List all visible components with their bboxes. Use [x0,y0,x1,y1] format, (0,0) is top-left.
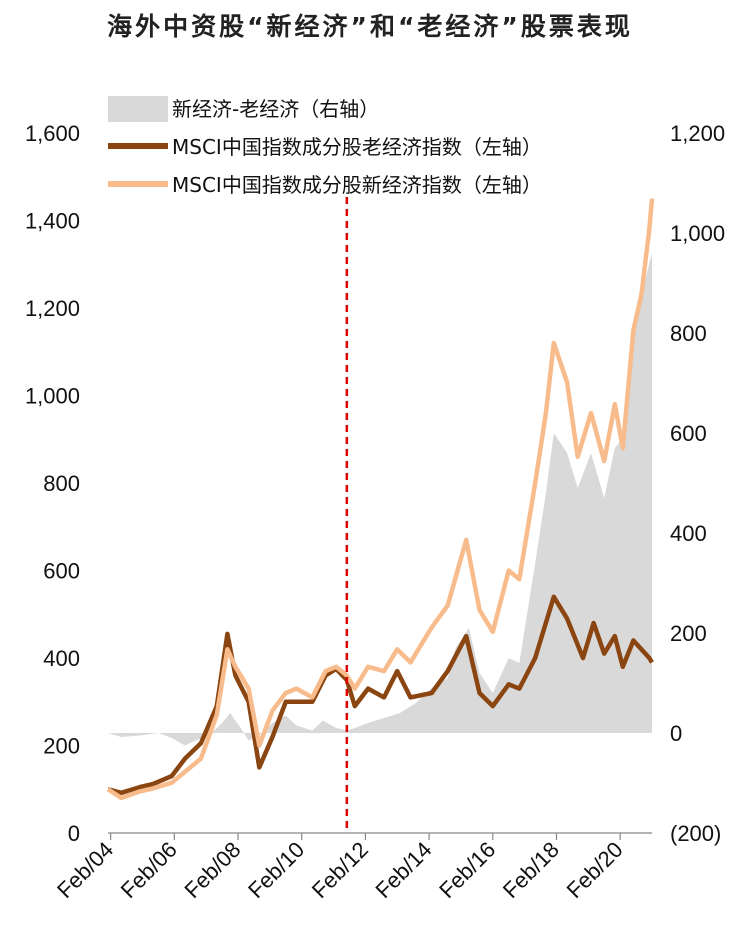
y-right-tick-label: 0 [670,721,682,746]
x-tick-label: Feb/16 [434,837,500,903]
y-right-tick-label: (200) [670,821,721,846]
y-right-tick-label: 200 [670,621,707,646]
x-tick-label: Feb/18 [498,837,564,903]
y-right-tick-label: 800 [670,321,707,346]
chart-title: 海外中资股“新经济”和“老经济”股票表现 [107,12,633,41]
series-line-2 [106,198,655,801]
y-left-tick-label: 1,000 [25,384,80,409]
y-left-tick-label: 200 [43,734,80,759]
legend-label: MSCI中国指数成分股老经济指数（左轴） [172,135,542,159]
y-right-tick-label: 600 [670,421,707,446]
x-tick-label: Feb/04 [52,837,118,903]
area-layer [108,253,652,746]
y-right-tick-label: 1,200 [670,121,725,146]
y-left-tick-label: 600 [43,559,80,584]
legend-label: 新经济-老经济（右轴） [172,97,379,121]
x-tick-label: Feb/10 [243,837,309,903]
y-left-tick-label: 1,200 [25,296,80,321]
y-left-tick-label: 0 [68,821,80,846]
y-left-tick-label: 1,400 [25,209,80,234]
x-tick-label: Feb/06 [116,837,182,903]
y-right-tick-label: 1,000 [670,221,725,246]
legend: 新经济-老经济（右轴） MSCI中国指数成分股老经济指数（左轴） MSCI中国指数成… [108,96,542,197]
axis-layer [108,832,652,840]
y-right-tick-label: 400 [670,521,707,546]
x-tick-label: Feb/20 [562,837,628,903]
y-left-tick-label: 1,600 [25,121,80,146]
x-tick-label: Feb/14 [371,837,437,903]
y-left-tick-label: 800 [43,471,80,496]
x-tick-label: Feb/12 [307,837,373,903]
legend-label: MSCI中国指数成分股新经济指数（左轴） [172,173,542,197]
x-tick-label: Feb/08 [179,837,245,903]
legend-swatch-area [108,96,168,122]
line-layer [106,198,655,801]
series-area-0 [108,253,652,746]
y-left-tick-label: 400 [43,646,80,671]
